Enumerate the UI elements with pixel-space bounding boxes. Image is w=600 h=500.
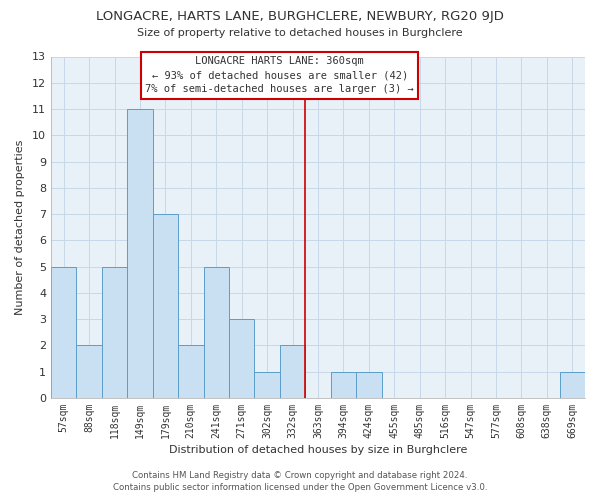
Bar: [127, 109, 152, 398]
Bar: [178, 346, 203, 398]
Bar: [280, 346, 305, 398]
Text: Size of property relative to detached houses in Burghclere: Size of property relative to detached ho…: [137, 28, 463, 38]
Bar: [331, 372, 356, 398]
Bar: [203, 266, 229, 398]
Text: LONGACRE HARTS LANE: 360sqm
← 93% of detached houses are smaller (42)
7% of semi: LONGACRE HARTS LANE: 360sqm ← 93% of det…: [145, 56, 414, 94]
Bar: [229, 319, 254, 398]
Bar: [152, 214, 178, 398]
Text: Contains HM Land Registry data © Crown copyright and database right 2024.
Contai: Contains HM Land Registry data © Crown c…: [113, 471, 487, 492]
Bar: [102, 266, 127, 398]
Y-axis label: Number of detached properties: Number of detached properties: [15, 140, 25, 315]
Bar: [254, 372, 280, 398]
Text: LONGACRE, HARTS LANE, BURGHCLERE, NEWBURY, RG20 9JD: LONGACRE, HARTS LANE, BURGHCLERE, NEWBUR…: [96, 10, 504, 23]
X-axis label: Distribution of detached houses by size in Burghclere: Distribution of detached houses by size …: [169, 445, 467, 455]
Bar: [76, 346, 102, 398]
Bar: [51, 266, 76, 398]
Bar: [560, 372, 585, 398]
Bar: [356, 372, 382, 398]
